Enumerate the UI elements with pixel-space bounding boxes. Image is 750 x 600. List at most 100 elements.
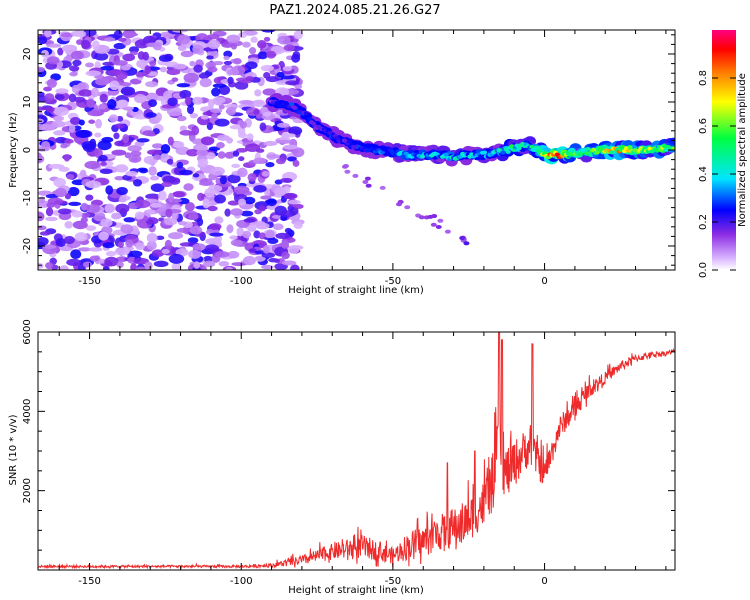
noise-cell (150, 183, 165, 192)
noise-cell (42, 244, 57, 249)
noise-cell (206, 122, 213, 131)
snr-x-tick-label: 0 (541, 576, 547, 587)
noise-cell (179, 130, 194, 136)
snr-x-tick-label: -150 (78, 576, 101, 587)
noise-cell (279, 177, 293, 183)
noise-cell (185, 202, 195, 212)
noise-cell (230, 42, 237, 50)
noise-cell (176, 161, 184, 169)
noise-cell (257, 39, 267, 49)
scatter-cell (427, 214, 434, 219)
noise-cell (130, 150, 142, 157)
noise-cell (53, 115, 65, 122)
snr-y-tick-label: 6000 (22, 319, 33, 344)
noise-cell (118, 197, 127, 203)
noise-cell (212, 96, 226, 104)
noise-cell (211, 87, 221, 97)
noise-cell (168, 253, 185, 264)
snr-x-tick-label: -100 (230, 576, 253, 587)
noise-cell (263, 36, 271, 42)
noise-cell (38, 262, 44, 269)
noise-cell (100, 218, 113, 228)
noise-cell (152, 42, 162, 51)
noise-cell (257, 51, 268, 60)
noise-cell (116, 261, 124, 269)
noise-cell (167, 97, 178, 107)
noise-cell (243, 196, 256, 205)
noise-cell (81, 39, 91, 49)
noise-cell (282, 66, 293, 72)
noise-cell (137, 51, 145, 60)
noise-cell (281, 240, 289, 249)
noise-cell (293, 30, 303, 40)
scatter-cell (352, 173, 359, 178)
signal-cell (609, 150, 615, 155)
noise-cell (127, 145, 142, 152)
noise-cell (135, 242, 145, 251)
noise-cell (240, 210, 254, 217)
noise-cell (70, 30, 87, 37)
noise-cell (226, 224, 234, 234)
noise-cell (107, 99, 117, 110)
scatter-cell (365, 183, 372, 188)
noise-cell (123, 217, 136, 223)
noise-cell (218, 104, 225, 110)
noise-cell (133, 257, 150, 265)
spectrogram-y-tick-label: -20 (22, 238, 33, 254)
snr-y-axis: 2000 4000 6000 (22, 319, 675, 571)
noise-cell (188, 249, 202, 259)
noise-cell (238, 198, 247, 206)
noise-cell (64, 138, 74, 144)
noise-cell (287, 205, 295, 212)
noise-cell (168, 232, 184, 240)
noise-cell (227, 250, 240, 259)
noise-cell (75, 129, 91, 138)
spectrogram-x-label: Height of straight line (km) (288, 285, 424, 296)
noise-cell (136, 138, 150, 143)
noise-cell (86, 98, 95, 108)
noise-cell (114, 123, 125, 129)
spectrogram-y-label: Frequency (Hz) (8, 112, 19, 188)
noise-cell (276, 139, 292, 144)
noise-cell (233, 185, 250, 195)
noise-cell (117, 241, 125, 248)
noise-cell (197, 158, 209, 167)
noise-cell (116, 186, 128, 196)
noise-cell (165, 208, 173, 218)
noise-cell (200, 115, 209, 120)
noise-cell (275, 232, 290, 239)
noise-cell (85, 180, 102, 189)
noise-cell (197, 192, 205, 201)
noise-cell (226, 34, 241, 43)
noise-cell (258, 232, 266, 240)
noise-cell (160, 152, 170, 162)
noise-cell (45, 106, 55, 113)
noise-cell (202, 198, 210, 209)
noise-cell (100, 65, 115, 71)
noise-cell (93, 211, 106, 222)
noise-cell (115, 203, 130, 214)
noise-cell (46, 78, 58, 89)
noise-cell (97, 140, 112, 151)
noise-cell (138, 168, 149, 174)
noise-cell (77, 247, 92, 252)
signal-cell (578, 151, 584, 156)
noise-cell (63, 154, 71, 162)
noise-cell (231, 262, 247, 267)
noise-cell (208, 98, 215, 109)
noise-cell (99, 93, 108, 103)
noise-cell (179, 125, 187, 132)
noise-cell (245, 143, 261, 153)
noise-cell (116, 256, 129, 262)
noise-cell (70, 249, 82, 260)
spectrogram-x-tick-label: -50 (385, 276, 401, 287)
noise-cell (203, 260, 216, 268)
noise-cell (128, 154, 142, 163)
noise-cell (266, 204, 278, 210)
noise-cell (92, 40, 100, 51)
noise-cell (104, 256, 119, 267)
noise-cell (183, 183, 194, 191)
noise-cell (199, 77, 212, 88)
noise-cell (189, 60, 196, 67)
